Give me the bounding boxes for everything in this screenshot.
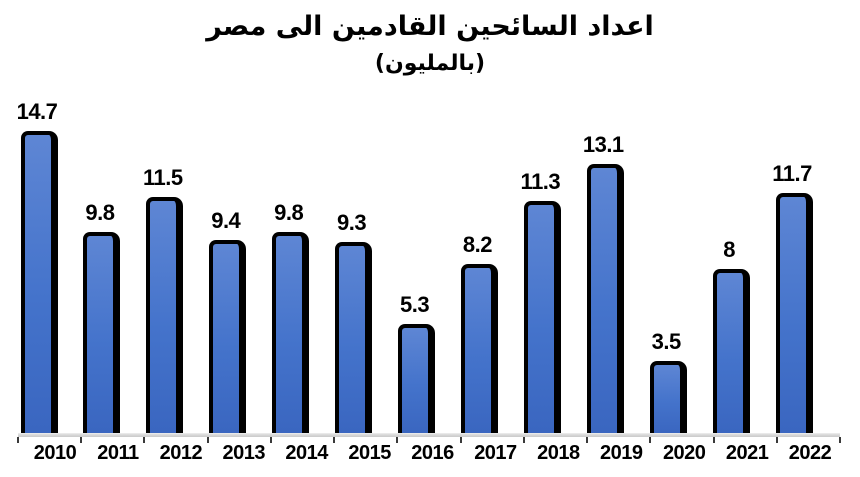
x-axis-line bbox=[18, 433, 840, 437]
bar-value-label: 5.3 bbox=[399, 292, 430, 317]
chart-title: اعداد السائحين القادمين الى مصر bbox=[206, 11, 654, 42]
x-axis-tick bbox=[80, 437, 83, 443]
x-axis-tick bbox=[775, 437, 778, 443]
bar-2017 bbox=[460, 264, 498, 433]
bar-2016 bbox=[398, 324, 436, 433]
x-axis-tick bbox=[333, 437, 336, 443]
x-tick-label: 2010 bbox=[33, 442, 77, 464]
x-axis-tick bbox=[396, 437, 399, 443]
x-tick-label: 2019 bbox=[600, 442, 643, 464]
x-tick-label: 2011 bbox=[97, 442, 139, 464]
x-axis-tick bbox=[839, 437, 841, 443]
bar-value-label: 9.8 bbox=[85, 200, 115, 225]
x-axis-tick bbox=[17, 437, 19, 443]
x-tick-label: 2021 bbox=[725, 442, 769, 464]
x-axis-tick bbox=[206, 437, 209, 443]
bar-2010 bbox=[20, 131, 58, 433]
x-axis-tick bbox=[522, 437, 525, 443]
bar-value-label: 3.5 bbox=[651, 329, 682, 354]
bar-2021 bbox=[712, 269, 750, 433]
bar-value-label: 11.3 bbox=[520, 169, 561, 194]
bar-value-label: 9.4 bbox=[211, 208, 241, 233]
x-tick-label: 2016 bbox=[411, 442, 454, 464]
x-tick-label: 2022 bbox=[788, 442, 832, 464]
x-tick-label: 2020 bbox=[662, 442, 706, 464]
chart-subtitle: (بالمليون) bbox=[374, 51, 486, 76]
bar-value-label: 8.2 bbox=[462, 232, 493, 257]
x-tick-label: 2014 bbox=[285, 442, 328, 464]
bar-2015 bbox=[335, 242, 373, 433]
x-axis-tick bbox=[143, 437, 146, 443]
bar-2019 bbox=[586, 164, 624, 433]
x-axis-tick bbox=[712, 437, 715, 443]
bar-2022 bbox=[775, 193, 813, 433]
x-tick-label: 2017 bbox=[474, 442, 517, 464]
x-tick-label: 2013 bbox=[222, 442, 266, 464]
bar-value-label: 11.5 bbox=[143, 165, 183, 190]
bar-value-label: 11.7 bbox=[772, 161, 812, 186]
bar-value-label: 9.8 bbox=[274, 200, 304, 225]
x-axis-tick bbox=[269, 437, 272, 443]
bar-value-label: 9.3 bbox=[337, 210, 367, 235]
x-axis-tick bbox=[586, 437, 589, 443]
x-axis-tick bbox=[459, 437, 462, 443]
bar-2020 bbox=[649, 361, 687, 433]
bar-value-label: 8 bbox=[723, 237, 735, 262]
x-tick-label: 2018 bbox=[537, 442, 580, 464]
x-tick-label: 2015 bbox=[348, 442, 391, 464]
bar-2018 bbox=[523, 201, 561, 433]
bar-value-label: 14.7 bbox=[16, 99, 58, 124]
bar-value-label: 13.1 bbox=[582, 132, 624, 157]
bar-2013 bbox=[209, 240, 247, 433]
x-tick-label: 2012 bbox=[159, 442, 203, 464]
bar-2011 bbox=[83, 232, 121, 433]
x-axis-tick bbox=[649, 437, 652, 443]
bar-2012 bbox=[146, 197, 184, 433]
bar-2014 bbox=[272, 232, 310, 433]
